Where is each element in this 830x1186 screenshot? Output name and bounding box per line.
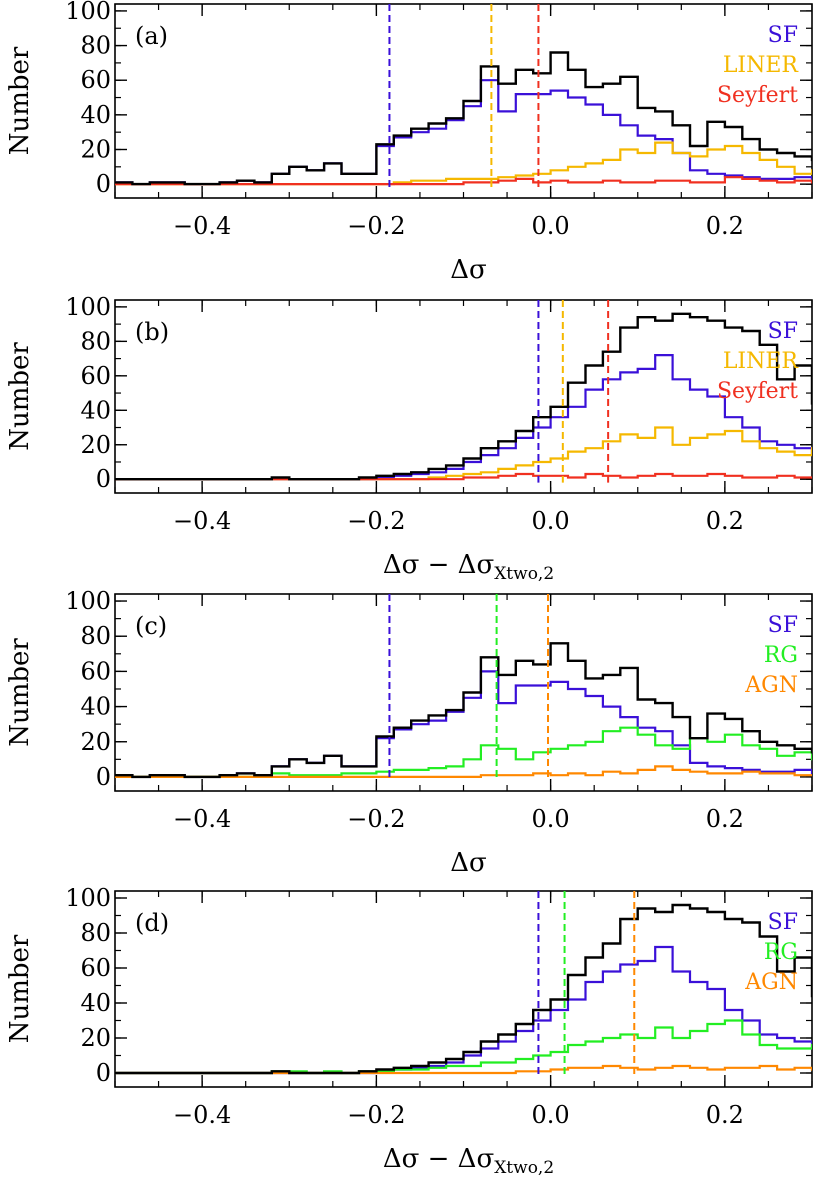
- panel-c: −0.4 −0.2 0.0 0.2 0 20 40 60 80 100 Number Δσ (c) SF R…: [5, 587, 813, 878]
- plot-area: [115, 594, 812, 781]
- legend-item-agn: AGN: [744, 970, 798, 995]
- y-tick-label: 100: [65, 587, 111, 615]
- histogram-total: [115, 642, 812, 779]
- histogram-liner: [115, 141, 812, 186]
- y-tick-label: 80: [80, 327, 111, 355]
- y-axis-title: Number: [5, 46, 35, 155]
- y-tick-label: 20: [80, 728, 111, 756]
- x-tick-label: −0.4: [173, 212, 231, 240]
- histogram-agn: [115, 765, 812, 778]
- y-axis-title: Number: [5, 342, 35, 451]
- x-tick-label: 0.2: [706, 212, 744, 240]
- y-tick-label: 20: [80, 136, 111, 164]
- legend-item-agn: AGN: [744, 673, 798, 698]
- x-tick-label: 0.2: [706, 805, 744, 833]
- x-tick-label: 0.2: [706, 1101, 744, 1129]
- x-tick-label: −0.2: [347, 1101, 405, 1129]
- x-tick-label: 0.2: [706, 507, 744, 535]
- panel-d: −0.4 −0.2 0.0 0.2 0 20 40 60 80 100 Number Δσ − ΔσX…: [5, 884, 813, 1178]
- y-tick-label: 100: [65, 293, 111, 321]
- y-tick-label: 40: [80, 101, 111, 129]
- x-tick-label: −0.2: [347, 805, 405, 833]
- y-tick-label: 0: [96, 763, 111, 791]
- legend-item-rg: RG: [764, 643, 798, 668]
- legend-item-sf: SF: [768, 613, 798, 638]
- x-tick-label: 0.0: [532, 212, 570, 240]
- x-axis-title-subscript: Xtwo,2: [494, 564, 554, 584]
- y-tick-label: 0: [96, 170, 111, 198]
- legend-item-seyfert: Seyfert: [717, 379, 798, 404]
- x-tick-label: −0.2: [347, 507, 405, 535]
- y-tick-label: 100: [65, 884, 111, 912]
- legend-item-sf: SF: [768, 23, 798, 48]
- histogram-liner: [115, 426, 812, 481]
- x-axis-title: Δσ − ΔσXtwo,2: [383, 1144, 554, 1178]
- plot-area: [115, 891, 812, 1077]
- histogram-seyfert: [115, 176, 812, 186]
- legend-item-sf: SF: [768, 319, 798, 344]
- y-tick-label: 80: [80, 32, 111, 60]
- histogram-total: [115, 312, 812, 481]
- x-tick-label: 0.0: [532, 507, 570, 535]
- x-axis-title: Δσ: [450, 848, 487, 878]
- y-tick-label: 40: [80, 396, 111, 424]
- x-tick-label: −0.4: [173, 805, 231, 833]
- x-axis-title: Δσ − ΔσXtwo,2: [383, 550, 554, 584]
- histogram-sf: [115, 945, 812, 1075]
- legend-item-rg: RG: [764, 940, 798, 965]
- x-tick-label: −0.2: [347, 212, 405, 240]
- x-tick-label: 0.0: [532, 1101, 570, 1129]
- panel-label: (b): [135, 318, 169, 346]
- y-tick-label: 0: [96, 465, 111, 493]
- panel-label: (a): [135, 22, 168, 50]
- histogram-total: [115, 51, 812, 186]
- x-tick-label: −0.4: [173, 507, 231, 535]
- plot-area: [115, 4, 812, 188]
- x-axis-title: Δσ: [450, 255, 487, 285]
- y-tick-label: 40: [80, 693, 111, 721]
- legend-item-liner: LINER: [723, 53, 800, 78]
- legend-item-seyfert: Seyfert: [717, 83, 798, 108]
- y-tick-label: 60: [80, 954, 111, 982]
- y-tick-label: 60: [80, 362, 111, 390]
- histogram-total: [115, 903, 812, 1075]
- panel-a: −0.4 −0.2 0.0 0.2 0 20 40 60 80 100 Number Δσ (a) SF L…: [5, 0, 813, 285]
- y-tick-label: 40: [80, 989, 111, 1017]
- histogram-rg: [115, 1019, 812, 1075]
- histogram-rg: [115, 726, 812, 778]
- panel-label: (c): [135, 612, 167, 640]
- x-tick-label: −0.4: [173, 1101, 231, 1129]
- y-tick-label: 60: [80, 657, 111, 685]
- panel-label: (d): [135, 909, 169, 937]
- x-tick-label: 0.0: [532, 805, 570, 833]
- plot-area: [115, 300, 812, 483]
- y-tick-label: 0: [96, 1059, 111, 1087]
- panel-b: −0.4 −0.2 0.0 0.2 0 20 40 60 80 100 Number Δσ − ΔσX…: [5, 293, 813, 584]
- y-tick-label: 20: [80, 1024, 111, 1052]
- histogram-sf: [115, 670, 812, 778]
- y-tick-label: 60: [80, 66, 111, 94]
- y-axis-title: Number: [5, 638, 35, 747]
- legend-item-liner: LINER: [723, 349, 800, 374]
- x-axis-title-subscript: Xtwo,2: [494, 1158, 554, 1178]
- y-tick-label: 80: [80, 622, 111, 650]
- y-tick-label: 20: [80, 431, 111, 459]
- legend-item-sf: SF: [768, 910, 798, 935]
- y-axis-title: Number: [5, 934, 35, 1043]
- y-tick-label: 100: [65, 0, 111, 25]
- y-tick-label: 80: [80, 919, 111, 947]
